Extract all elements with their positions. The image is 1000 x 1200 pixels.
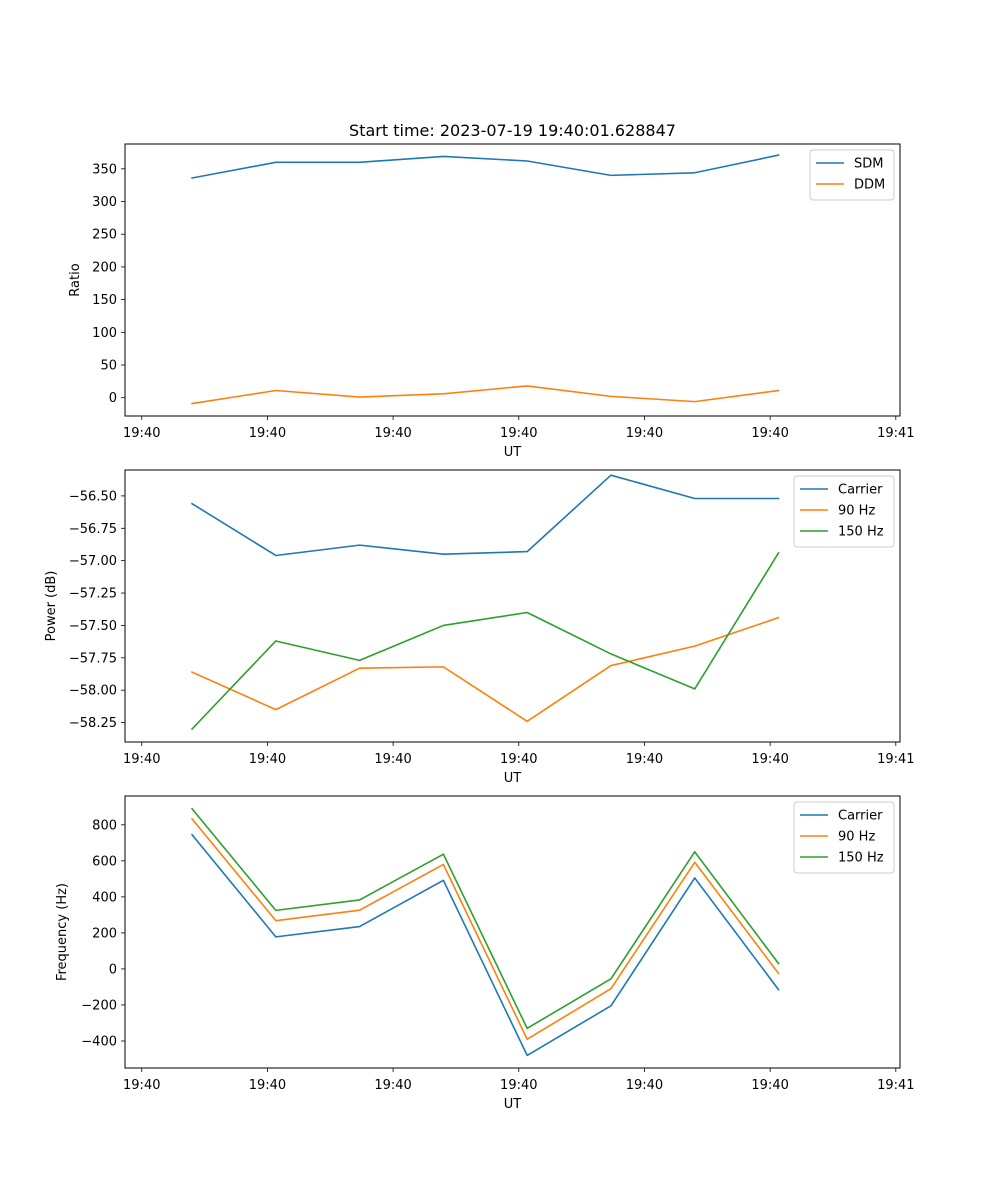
y-tick-label: −56.75 [69, 522, 117, 537]
legend: SDM DDM [809, 149, 895, 201]
series-line-150-hz [190, 807, 780, 1030]
x-tick-label: 19:40 [123, 1078, 160, 1093]
x-tick-label: 19:41 [877, 752, 914, 767]
x-tick-label: 19:40 [500, 1078, 537, 1093]
legend-frame [793, 801, 895, 874]
x-tick-label: 19:40 [500, 426, 537, 441]
axes-frame [124, 795, 901, 1069]
x-tick-label: 19:40 [751, 426, 788, 441]
y-tick-label: 0 [109, 391, 117, 406]
y-tick-label: 250 [92, 228, 117, 243]
legend-entry-carrier: Carrier [838, 483, 883, 498]
y-axis-label: Frequency (Hz) [55, 883, 70, 981]
y-tick-label: −56.50 [69, 489, 117, 504]
y-tick-label: −400 [81, 1034, 117, 1049]
legend-entry-150-hz: 150 Hz [838, 525, 884, 540]
legend-frame [793, 475, 895, 548]
y-tick-label: −57.25 [69, 587, 117, 602]
y-tick-label: −57.50 [69, 619, 117, 634]
y-tick-label: −57.75 [69, 651, 117, 666]
legend-entry-90-hz: 90 Hz [838, 830, 875, 845]
x-tick-label: 19:41 [877, 426, 914, 441]
axes-frame [124, 143, 901, 417]
series-line-90-hz [190, 616, 780, 723]
axes-frame [124, 469, 901, 743]
y-tick-label: 200 [92, 926, 117, 941]
y-tick-label: 0 [109, 962, 117, 977]
y-tick-label: 150 [92, 293, 117, 308]
y-tick-label: 800 [92, 818, 117, 833]
x-tick-label: 19:41 [877, 1078, 914, 1093]
y-tick-label: 350 [92, 162, 117, 177]
legend-entry-sdm: SDM [854, 157, 883, 172]
y-axis-label: Power (dB) [44, 571, 59, 642]
x-tick-label: 19:40 [374, 426, 411, 441]
y-tick-label: 200 [92, 260, 117, 275]
legend-entry-150-hz: 150 Hz [838, 851, 884, 866]
x-axis-label: UT [504, 771, 522, 786]
y-tick-label: −58.00 [69, 684, 117, 699]
x-tick-label: 19:40 [249, 752, 286, 767]
x-axis-label: UT [504, 445, 522, 460]
legend: Carrier 90 Hz 150 Hz [793, 475, 895, 548]
x-tick-label: 19:40 [123, 752, 160, 767]
x-tick-label: 19:40 [626, 1078, 663, 1093]
x-tick-label: 19:40 [249, 1078, 286, 1093]
legend-entry-90-hz: 90 Hz [838, 504, 875, 519]
x-tick-label: 19:40 [374, 752, 411, 767]
y-tick-label: 400 [92, 890, 117, 905]
y-tick-label: 300 [92, 195, 117, 210]
series-line-ddm [191, 385, 780, 405]
y-tick-label: −200 [81, 998, 117, 1013]
subplot-3: 19:40 19:40 19:40 19:40 19:40 19:40 19:41 −400 −… [55, 795, 915, 1112]
series-line-carrier [190, 833, 780, 1057]
x-axis-label: UT [504, 1097, 522, 1112]
x-tick-label: 19:40 [751, 1078, 788, 1093]
y-tick-label: 100 [92, 326, 117, 341]
y-axis-label: Ratio [68, 263, 83, 296]
x-tick-label: 19:40 [626, 752, 663, 767]
subplot-2: 19:40 19:40 19:40 19:40 19:40 19:40 19:41 −58.2… [44, 469, 915, 786]
series-line-150-hz [190, 551, 780, 731]
x-tick-label: 19:40 [374, 1078, 411, 1093]
series-line-sdm [191, 154, 780, 179]
x-tick-label: 19:40 [249, 426, 286, 441]
subplot-1: 19:40 19:40 19:40 19:40 19:40 19:40 19:41 0 50 10… [68, 121, 915, 460]
legend-entry-carrier: Carrier [838, 809, 883, 824]
chart-title: Start time: 2023-07-19 19:40:01.628847 [349, 121, 676, 140]
series-line-carrier [190, 474, 780, 557]
x-tick-label: 19:40 [751, 752, 788, 767]
legend-entry-ddm: DDM [854, 178, 885, 193]
y-tick-label: 600 [92, 854, 117, 869]
legend: Carrier 90 Hz 150 Hz [793, 801, 895, 874]
series-line-90-hz [190, 817, 780, 1040]
x-tick-label: 19:40 [123, 426, 160, 441]
x-tick-label: 19:40 [626, 426, 663, 441]
y-tick-label: −58.25 [69, 716, 117, 731]
x-tick-label: 19:40 [500, 752, 537, 767]
y-tick-label: −57.00 [69, 554, 117, 569]
y-tick-label: 50 [100, 359, 117, 374]
